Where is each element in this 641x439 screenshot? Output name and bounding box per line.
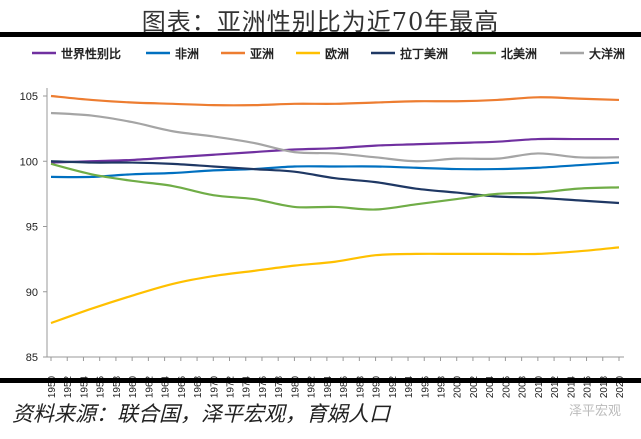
x-tick-label: 1962: [144, 375, 155, 398]
page-title: 图表：亚洲性别比为近70年最高: [141, 8, 500, 36]
y-tick-label: 95: [26, 222, 38, 234]
x-tick-label: 1986: [339, 375, 350, 398]
x-tick-label: 1954: [79, 375, 90, 398]
x-tick-label: 1972: [226, 375, 237, 398]
title-divider: [0, 32, 641, 37]
legend-label: 非洲: [175, 46, 199, 61]
x-tick-label: 2008: [518, 375, 529, 398]
x-tick-label: 1970: [209, 375, 220, 398]
x-tick-label: 2018: [599, 375, 610, 398]
series-line-非洲: [50, 161, 620, 179]
x-tick-label: 1984: [323, 375, 334, 398]
x-tick-label: 2012: [550, 375, 561, 398]
x-tick-label: 1964: [161, 375, 172, 398]
x-tick-label: 1982: [307, 375, 318, 398]
source-note: 资料来源：联合国，泽平宏观，育娲人口: [12, 402, 390, 426]
series-line-大洋洲: [50, 111, 620, 163]
x-tick-label: 1996: [420, 375, 431, 398]
series-line-拉丁美洲: [50, 160, 620, 205]
legend-label: 欧洲: [325, 46, 349, 61]
x-tick-label: 2016: [583, 375, 594, 398]
x-tick-label: 2000: [453, 375, 464, 398]
x-tick-label: 1976: [258, 375, 269, 398]
legend-label: 大洋洲: [589, 46, 625, 61]
series-line-欧洲: [50, 246, 620, 325]
x-tick-label: 2002: [469, 375, 480, 398]
x-tick-label: 1978: [274, 375, 285, 398]
series-line-世界性别比: [50, 137, 619, 164]
y-tick-label: 100: [20, 156, 38, 168]
watermark: 泽平宏观: [568, 404, 621, 419]
legend-label: 北美洲: [501, 46, 537, 61]
x-tick-label: 1980: [290, 375, 301, 398]
legend-label: 世界性别比: [61, 46, 121, 61]
x-tick-label: 1960: [128, 375, 139, 398]
x-tick-label: 1958: [112, 375, 123, 398]
x-tick-label: 2020: [615, 375, 626, 398]
x-tick-label: 1950: [47, 375, 58, 398]
x-tick-label: 1988: [355, 375, 366, 398]
x-tick-label: 1994: [404, 375, 415, 398]
y-tick-label: 90: [26, 287, 38, 299]
y-tick-label: 105: [20, 91, 38, 103]
legend-label: 拉丁美洲: [400, 46, 448, 61]
y-tick-label: 85: [26, 352, 38, 364]
x-tick-label: 1992: [388, 375, 399, 398]
x-tick-label: 2010: [534, 375, 545, 398]
x-tick-label: 1968: [193, 375, 204, 398]
x-tick-label: 2006: [501, 375, 512, 398]
x-tick-label: 1974: [242, 375, 253, 398]
x-tick-label: 1966: [177, 375, 188, 398]
x-tick-label: 2004: [485, 375, 496, 398]
series-line-北美洲: [50, 162, 620, 211]
legend-label: 亚洲: [250, 47, 274, 61]
x-tick-label: 1990: [372, 375, 383, 398]
footer-divider: [0, 378, 641, 383]
x-tick-label: 1956: [96, 375, 107, 398]
series-line-亚洲: [50, 94, 620, 107]
x-tick-label: 1998: [436, 375, 447, 398]
x-tick-label: 1952: [63, 375, 74, 398]
x-tick-label: 2014: [566, 375, 577, 398]
